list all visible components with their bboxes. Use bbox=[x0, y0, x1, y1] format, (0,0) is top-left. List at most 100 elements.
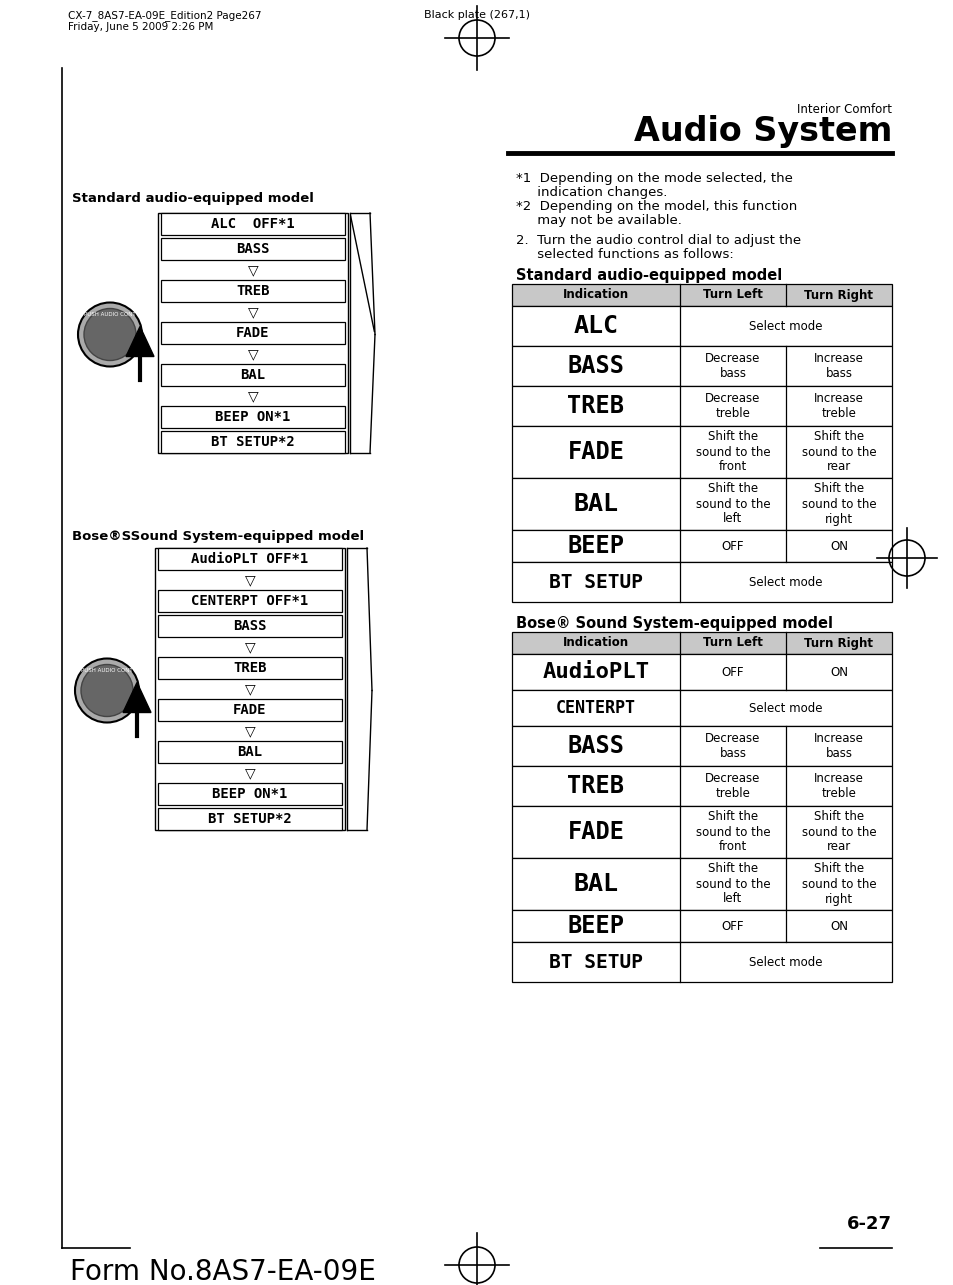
Text: Standard audio-equipped model: Standard audio-equipped model bbox=[71, 191, 314, 206]
Text: ▽: ▽ bbox=[248, 347, 258, 361]
Bar bbox=[512, 910, 891, 942]
Text: ▽: ▽ bbox=[248, 263, 258, 278]
Bar bbox=[161, 430, 345, 454]
Bar bbox=[158, 547, 341, 571]
Text: Shift the
sound to the
front: Shift the sound to the front bbox=[695, 811, 769, 853]
Text: 2.  Turn the audio control dial to adjust the: 2. Turn the audio control dial to adjust… bbox=[516, 234, 801, 247]
Text: FADE: FADE bbox=[233, 703, 267, 717]
Bar bbox=[512, 858, 891, 910]
Text: Shift the
sound to the
right: Shift the sound to the right bbox=[801, 862, 876, 906]
Text: ALC: ALC bbox=[573, 314, 618, 338]
Text: Audio System: Audio System bbox=[633, 114, 891, 148]
Text: Increase
bass: Increase bass bbox=[813, 352, 863, 380]
Bar bbox=[512, 654, 891, 690]
Text: Bose®SSound System-equipped model: Bose®SSound System-equipped model bbox=[71, 529, 364, 544]
Bar bbox=[512, 690, 891, 726]
Text: may not be available.: may not be available. bbox=[516, 215, 681, 227]
Text: BASS: BASS bbox=[567, 734, 624, 758]
Text: Increase
treble: Increase treble bbox=[813, 772, 863, 801]
Text: indication changes.: indication changes. bbox=[516, 186, 667, 199]
Text: BAL: BAL bbox=[573, 873, 618, 896]
Text: OFF: OFF bbox=[721, 920, 743, 933]
Text: Indication: Indication bbox=[562, 636, 628, 649]
Bar bbox=[158, 783, 341, 804]
Bar bbox=[512, 386, 891, 427]
Text: CX-7_8AS7-EA-09E_Edition2 Page267: CX-7_8AS7-EA-09E_Edition2 Page267 bbox=[68, 10, 261, 21]
Circle shape bbox=[78, 302, 142, 366]
Text: BEEP: BEEP bbox=[567, 914, 624, 938]
Text: PUSH AUDIO CONT: PUSH AUDIO CONT bbox=[81, 668, 132, 673]
Text: Select mode: Select mode bbox=[748, 702, 821, 714]
Text: Shift the
sound to the
left: Shift the sound to the left bbox=[695, 482, 769, 526]
Bar bbox=[154, 547, 345, 830]
Bar bbox=[161, 280, 345, 302]
Text: ON: ON bbox=[829, 666, 847, 678]
Text: Turn Left: Turn Left bbox=[702, 289, 762, 302]
Text: TREB: TREB bbox=[233, 660, 267, 675]
Text: 6-27: 6-27 bbox=[846, 1216, 891, 1234]
Text: FADE: FADE bbox=[567, 820, 624, 844]
Bar bbox=[512, 284, 891, 306]
Text: Black plate (267,1): Black plate (267,1) bbox=[423, 10, 530, 21]
Text: *2  Depending on the model, this function: *2 Depending on the model, this function bbox=[516, 200, 797, 213]
Bar bbox=[158, 590, 341, 612]
Circle shape bbox=[81, 664, 132, 717]
Bar bbox=[158, 657, 341, 678]
Text: Shift the
sound to the
rear: Shift the sound to the rear bbox=[801, 811, 876, 853]
Text: TREB: TREB bbox=[236, 284, 270, 298]
Text: Increase
treble: Increase treble bbox=[813, 392, 863, 420]
Text: BT SETUP*2: BT SETUP*2 bbox=[211, 436, 294, 448]
Text: BEEP ON*1: BEEP ON*1 bbox=[215, 410, 291, 424]
Polygon shape bbox=[126, 326, 153, 356]
Circle shape bbox=[84, 308, 136, 361]
Text: BAL: BAL bbox=[237, 745, 262, 759]
Bar bbox=[161, 213, 345, 235]
Bar bbox=[158, 213, 348, 454]
Text: Select mode: Select mode bbox=[748, 576, 821, 589]
Text: ▽: ▽ bbox=[248, 305, 258, 319]
Bar bbox=[512, 632, 891, 654]
Text: BASS: BASS bbox=[567, 353, 624, 378]
Bar bbox=[512, 562, 891, 601]
Text: Decrease
bass: Decrease bass bbox=[704, 732, 760, 759]
Text: OFF: OFF bbox=[721, 666, 743, 678]
Bar bbox=[512, 427, 891, 478]
Circle shape bbox=[75, 658, 139, 722]
Text: Shift the
sound to the
front: Shift the sound to the front bbox=[695, 430, 769, 473]
Text: Indication: Indication bbox=[562, 289, 628, 302]
Bar bbox=[512, 306, 891, 346]
Text: ▽: ▽ bbox=[244, 766, 255, 780]
Text: Turn Right: Turn Right bbox=[803, 289, 873, 302]
Text: BT SETUP*2: BT SETUP*2 bbox=[208, 812, 292, 826]
Bar bbox=[512, 478, 891, 529]
Bar bbox=[158, 699, 341, 721]
Bar bbox=[161, 364, 345, 386]
Bar bbox=[512, 529, 891, 562]
Text: AudioPLT: AudioPLT bbox=[542, 662, 649, 682]
Text: Interior Comfort: Interior Comfort bbox=[796, 103, 891, 116]
Text: BT SETUP: BT SETUP bbox=[548, 573, 642, 591]
Polygon shape bbox=[123, 682, 151, 712]
Text: ▽: ▽ bbox=[244, 640, 255, 654]
Text: BT SETUP: BT SETUP bbox=[548, 952, 642, 971]
Bar bbox=[512, 346, 891, 386]
Text: BAL: BAL bbox=[240, 368, 265, 382]
Text: FADE: FADE bbox=[567, 439, 624, 464]
Text: selected functions as follows:: selected functions as follows: bbox=[516, 248, 733, 261]
Text: AudioPLT OFF*1: AudioPLT OFF*1 bbox=[192, 553, 309, 565]
Text: Select mode: Select mode bbox=[748, 320, 821, 333]
Text: CENTERPT: CENTERPT bbox=[556, 699, 636, 717]
Bar bbox=[161, 406, 345, 428]
Text: ▽: ▽ bbox=[248, 389, 258, 403]
Text: BASS: BASS bbox=[233, 619, 267, 634]
Bar bbox=[512, 726, 891, 766]
Bar bbox=[161, 238, 345, 260]
Bar bbox=[158, 808, 341, 830]
Text: ▽: ▽ bbox=[244, 573, 255, 587]
Text: ALC  OFF*1: ALC OFF*1 bbox=[211, 217, 294, 231]
Text: TREB: TREB bbox=[567, 394, 624, 418]
Bar bbox=[512, 942, 891, 982]
Text: Friday, June 5 2009 2:26 PM: Friday, June 5 2009 2:26 PM bbox=[68, 22, 213, 32]
Text: ▽: ▽ bbox=[244, 682, 255, 696]
Text: Standard audio-equipped model: Standard audio-equipped model bbox=[516, 269, 781, 283]
